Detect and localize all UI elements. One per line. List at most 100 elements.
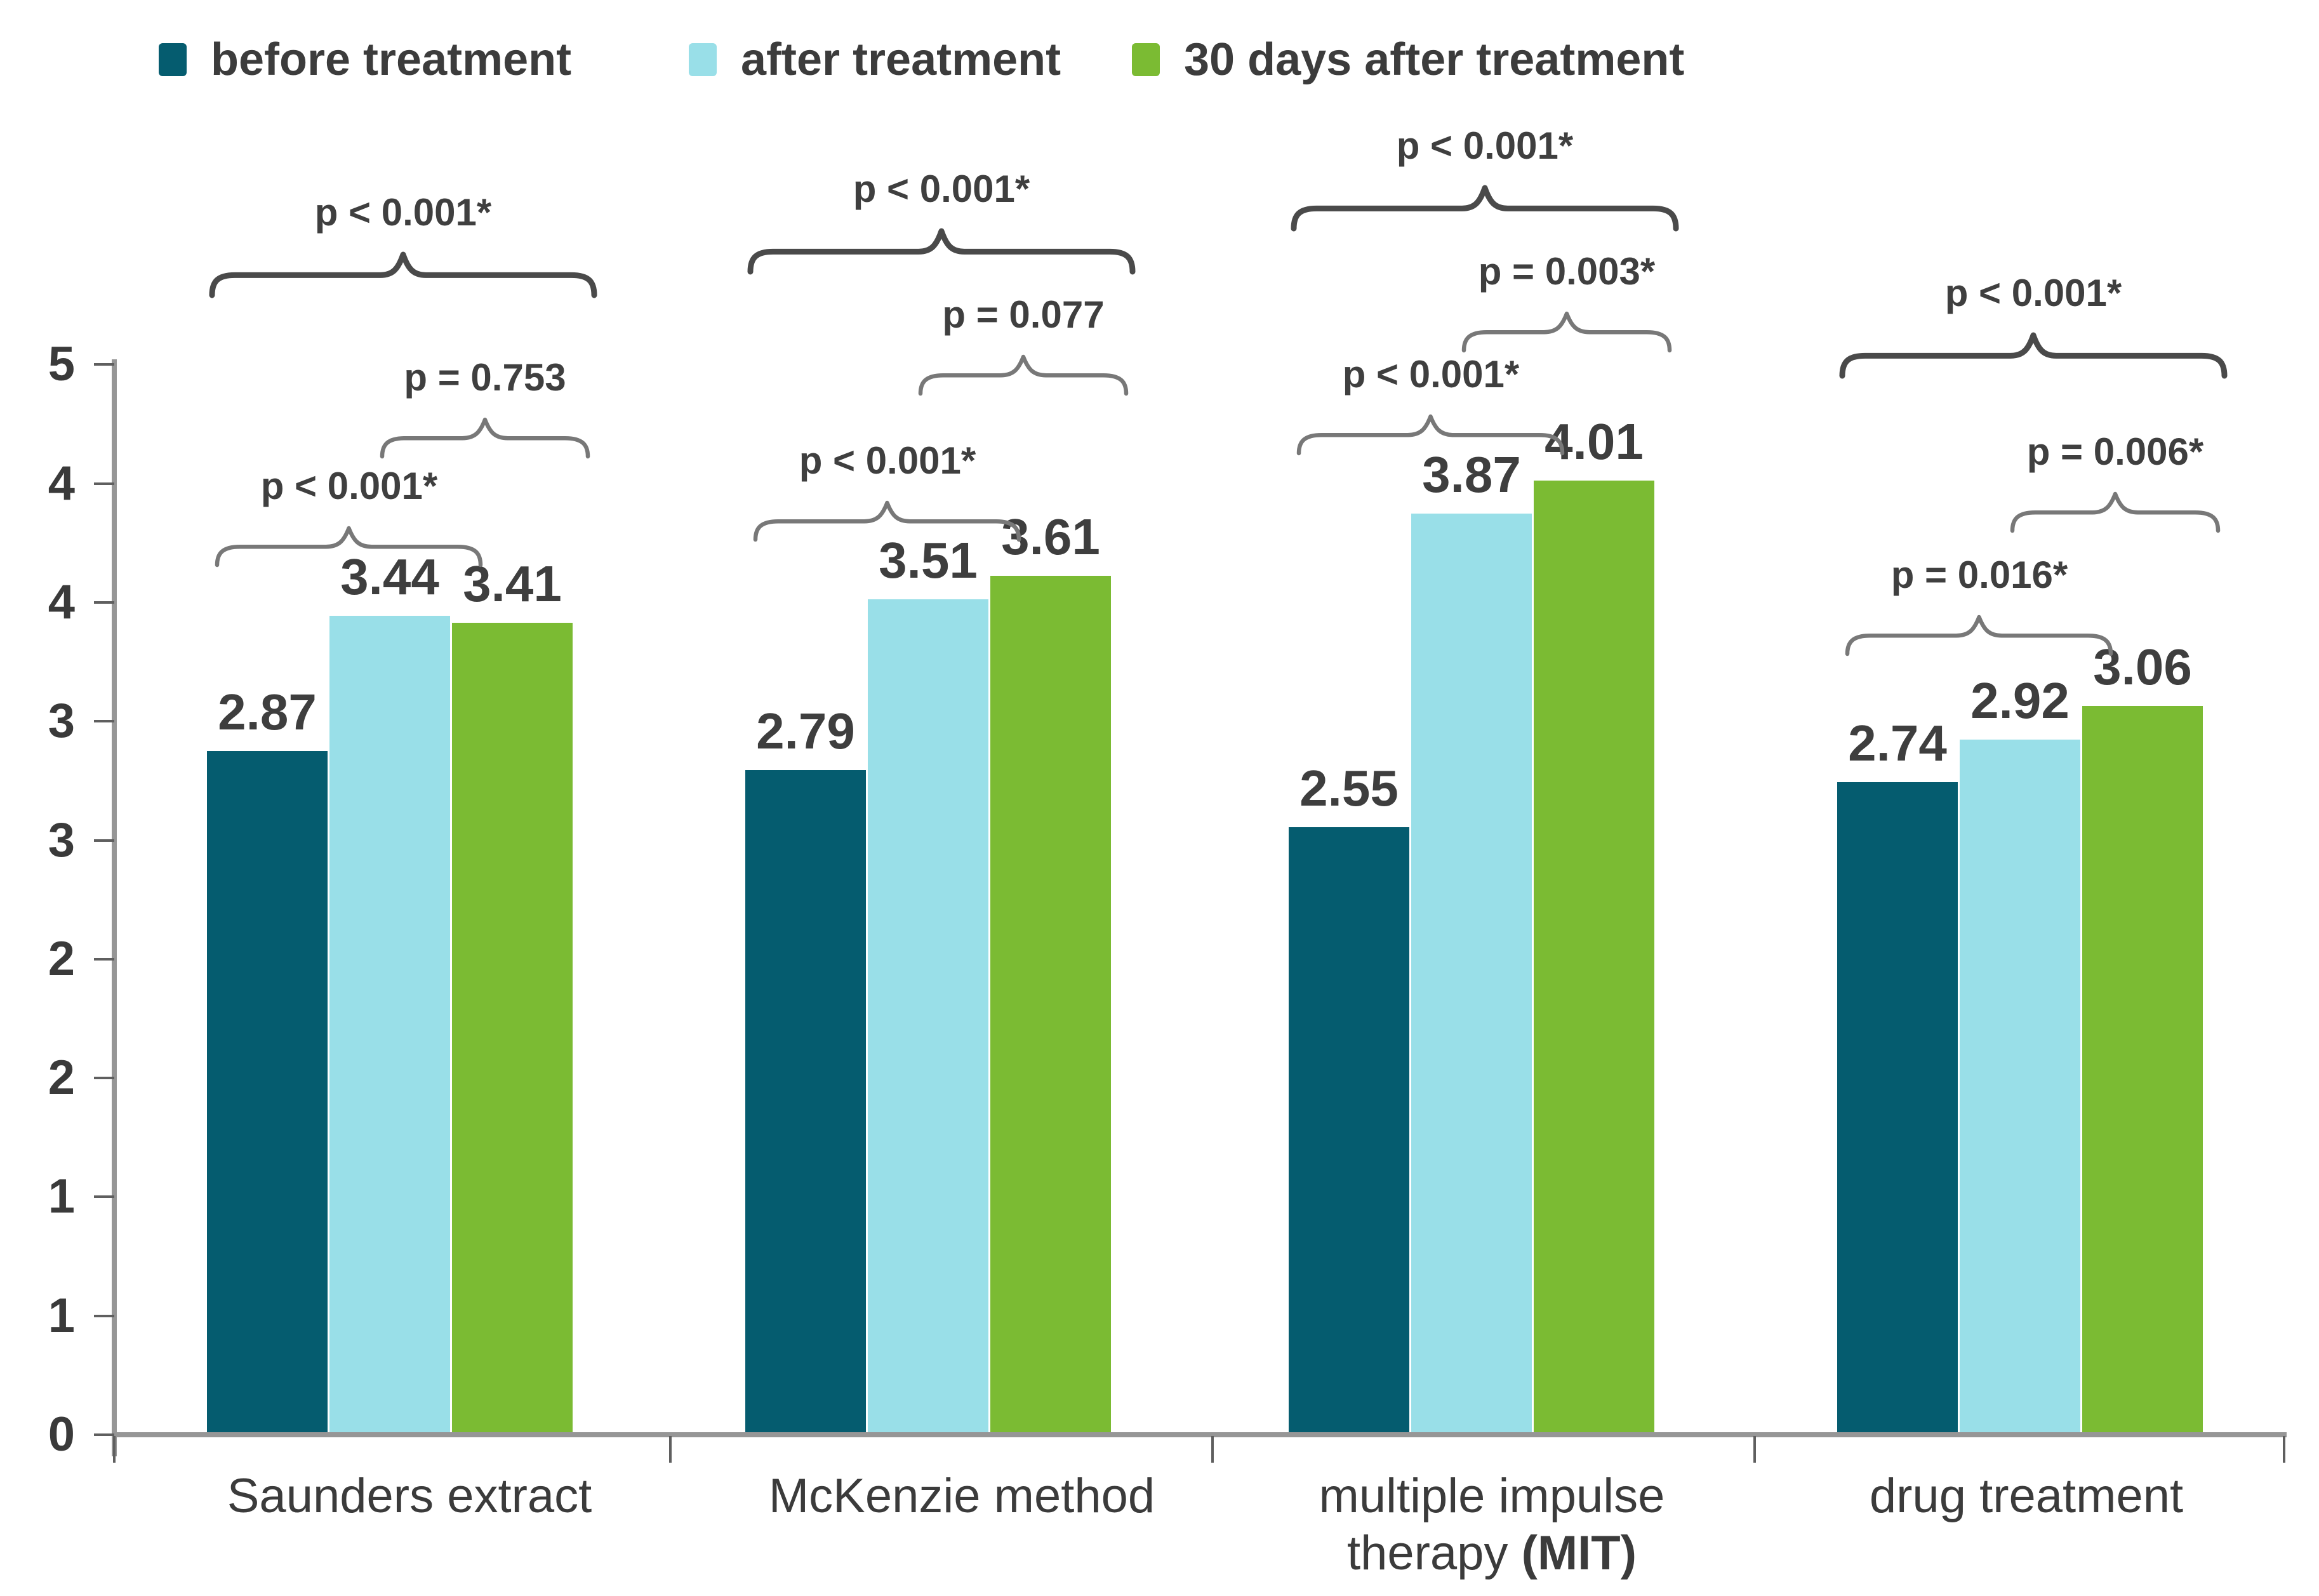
y-axis-tick-label: 1: [48, 1289, 75, 1343]
y-axis-tick-label: 4: [48, 456, 75, 510]
legend-item: after treatment: [689, 33, 1061, 86]
category-label-text: Saunders extract: [227, 1469, 592, 1523]
significance-brace: [747, 228, 1136, 275]
bar-before-treatment: [207, 751, 328, 1432]
y-axis-tick-label: 3: [48, 813, 75, 867]
x-axis-tick: [669, 1436, 672, 1463]
legend-item-label: before treatment: [211, 34, 572, 85]
brace-path: [1845, 615, 2113, 656]
y-axis-tick-label: 4: [48, 575, 75, 629]
p-value-label: p = 0.006*: [2026, 430, 2204, 473]
legend-item: before treatment: [159, 33, 571, 86]
category-label-line: therapy (MIT): [1206, 1525, 1777, 1582]
brace-path: [1296, 414, 1565, 456]
bar-value-label: 3.87: [1422, 446, 1521, 503]
x-axis-tick: [1211, 1436, 1214, 1463]
legend-color-swatch: [689, 43, 717, 76]
significance-brace: [918, 354, 1129, 396]
bar-before-treatment: [1289, 827, 1409, 1432]
brace-path: [1291, 185, 1679, 232]
bar-value-label: 2.74: [1848, 715, 1947, 771]
y-axis-tick: [94, 1315, 114, 1317]
x-axis-tick: [2283, 1436, 2285, 1463]
bar-before-treatment: [745, 770, 866, 1432]
significance-brace: [209, 251, 597, 298]
p-value-label: p = 0.003*: [1478, 250, 1656, 293]
x-axis-tick: [113, 1436, 116, 1463]
bar-after-treatment: [1960, 740, 2080, 1432]
p-value-label: p < 0.001*: [1396, 124, 1574, 167]
significance-brace: [753, 500, 1021, 542]
legend-item-label: 30 days after treatment: [1184, 34, 1685, 85]
y-axis-tick: [94, 839, 114, 842]
y-axis-tick: [94, 482, 114, 485]
bar-value-label: 2.92: [1970, 672, 2070, 729]
significance-brace: [1291, 185, 1679, 232]
category-label-line: McKenzie method: [676, 1468, 1247, 1525]
bar-after-treatment: [329, 616, 450, 1432]
y-axis-tick-label: 2: [48, 1051, 75, 1105]
y-axis-tick-label: 5: [48, 337, 75, 391]
brace-path: [918, 354, 1129, 396]
y-axis-tick: [94, 1433, 114, 1436]
brace-path: [209, 251, 597, 298]
y-axis-line: [112, 359, 117, 1456]
brace-path: [753, 500, 1021, 542]
brace-path: [1461, 311, 1672, 353]
significance-brace: [1839, 332, 2228, 379]
y-axis-tick-label: 3: [48, 694, 75, 748]
significance-brace: [380, 417, 590, 459]
significance-brace: [215, 526, 483, 568]
significance-brace: [1296, 414, 1565, 456]
y-axis-tick: [94, 720, 114, 722]
y-axis-tick: [94, 1077, 114, 1079]
legend-item-label: after treatment: [741, 34, 1061, 85]
x-axis-category-label: McKenzie method: [676, 1468, 1247, 1525]
category-label-line: drug treatment: [1741, 1468, 2312, 1525]
bar-value-label: 2.87: [218, 684, 317, 740]
y-axis-tick: [94, 958, 114, 961]
bar-30-days-after-treatment: [990, 576, 1111, 1432]
brace-path: [215, 526, 483, 568]
x-axis-tick: [1753, 1436, 1756, 1463]
significance-brace: [1461, 311, 1672, 353]
x-axis-line: [112, 1432, 2287, 1437]
brace-path: [380, 417, 590, 459]
bar-value-label: 2.55: [1299, 760, 1399, 816]
x-axis-category-label: Saunders extract: [124, 1468, 695, 1525]
bar-before-treatment: [1837, 782, 1958, 1432]
x-axis-category-label: multiple impulse therapy (MIT): [1206, 1468, 1777, 1582]
bar-value-label: 3.44: [340, 549, 439, 605]
category-label-text: (MIT): [1521, 1526, 1637, 1580]
category-label-text: therapy: [1346, 1526, 1522, 1580]
bar-after-treatment: [1411, 514, 1532, 1432]
significance-brace: [2010, 491, 2221, 533]
brace-path: [747, 228, 1136, 275]
bar-value-label: 3.51: [879, 532, 978, 589]
legend-color-swatch: [159, 43, 187, 76]
y-axis-tick-label: 0: [48, 1407, 75, 1461]
p-value-label: p = 0.077: [942, 293, 1105, 336]
category-label-line: multiple impulse: [1206, 1468, 1777, 1525]
p-value-label: p < 0.001*: [260, 465, 438, 507]
y-axis-tick-label: 1: [48, 1169, 75, 1223]
bar-after-treatment: [868, 599, 988, 1432]
p-value-label: p < 0.001*: [853, 168, 1030, 210]
y-axis-tick: [94, 363, 114, 366]
category-label-text: multiple impulse: [1319, 1469, 1665, 1523]
y-axis-tick: [94, 601, 114, 604]
significance-brace: [1845, 615, 2113, 656]
p-value-label: p = 0.753: [404, 356, 566, 399]
category-label-text: McKenzie method: [768, 1469, 1155, 1523]
p-value-label: p < 0.001*: [1342, 353, 1520, 396]
p-value-label: p < 0.001*: [314, 191, 492, 234]
p-value-label: p = 0.016*: [1890, 554, 2068, 596]
bar-30-days-after-treatment: [2082, 706, 2203, 1432]
p-value-label: p < 0.001*: [799, 439, 976, 482]
legend-color-swatch: [1132, 43, 1160, 76]
bar-30-days-after-treatment: [1534, 481, 1654, 1432]
legend-item: 30 days after treatment: [1132, 33, 1684, 86]
x-axis-category-label: drug treatment: [1741, 1468, 2312, 1525]
y-axis-tick: [94, 1195, 114, 1198]
